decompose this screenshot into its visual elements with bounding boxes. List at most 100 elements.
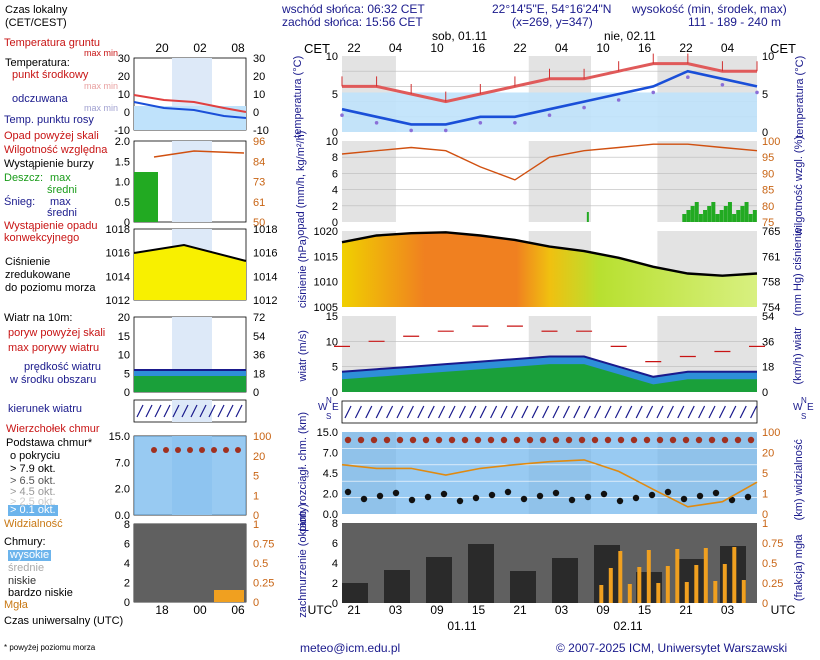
mini-right-tick-3-0: 72 (253, 312, 265, 324)
footer-email[interactable]: meteo@icm.edu.pl (300, 641, 401, 655)
wind-dir-arrow (739, 405, 747, 419)
legend-temp-maxmin: max min (84, 81, 119, 91)
main-left-tick-1-5: 0 (332, 217, 338, 229)
temp-area-below (342, 92, 757, 132)
top-tick-04-1: 04 (389, 41, 403, 55)
compass-e-right: E (807, 402, 814, 413)
mini-left-tick-6-0: 8 (124, 519, 130, 531)
cloud-top-dot (630, 436, 638, 444)
mini-right-tick-0-2: 10 (253, 89, 265, 101)
rain-bar (698, 214, 703, 222)
legend-deszcz: Deszcz: (4, 172, 44, 184)
fog-bar (732, 547, 737, 603)
dew-point-dot (374, 121, 379, 125)
mini-left-tick-2-2: 1014 (106, 271, 130, 283)
mini-right-tick-0-3: 0 (253, 107, 259, 119)
legend-czas-utc: Czas uniwersalny (UTC) (4, 615, 124, 627)
mini-cloud-top-dot (175, 447, 181, 453)
mini-wind-dir-arrow (235, 404, 243, 418)
rain-bar (715, 214, 720, 222)
dew-point-dot (651, 90, 656, 95)
rain-bar (723, 206, 728, 222)
legend-poryw: poryw powyżej skali (8, 327, 106, 339)
wind-dir-arrow (469, 405, 477, 419)
label-kmh: (km/h) wiatr (792, 327, 805, 385)
bottom-tick-09-2: 09 (430, 603, 444, 617)
dew-point-dot (478, 121, 483, 125)
legend-odcz-maxmin: max min (84, 103, 119, 113)
label-wilgotnosc: wilgotność wzgl. (%) (793, 135, 806, 236)
mini-wind-dir-arrow (208, 404, 216, 418)
fog-bar (618, 551, 623, 603)
mini-wind-dir-arrow (136, 404, 144, 418)
legend-czas-lokalny: Czas lokalny (5, 4, 68, 16)
legend-niskie: niskie (8, 575, 37, 587)
wind-dir-arrow (396, 405, 404, 419)
mini-left-tick-5-0: 15.0 (109, 431, 130, 443)
bottom-tick-21-0: 21 (347, 603, 361, 617)
main-right-tick-2-3: 754 (762, 302, 780, 314)
cloud-base-dot (616, 497, 624, 505)
top-tick-04-9: 04 (721, 41, 735, 55)
low-cloud-block (552, 558, 578, 603)
mini-cloud-top-dot (163, 447, 169, 453)
fog-bar (713, 581, 718, 603)
mini-right-tick-1-2: 73 (253, 177, 265, 189)
fog-bar (694, 565, 699, 603)
dew-point-dot (616, 98, 621, 102)
cloud-base-dot (520, 495, 528, 503)
rain-bar (703, 210, 708, 222)
rain-bar (707, 206, 712, 222)
main-left-tick-5-4: 0.0 (323, 509, 338, 521)
night-band-precip-0 (342, 141, 396, 222)
main-right-tick-0-1: 5 (762, 89, 768, 101)
day-1-label: sob, 01.11 (432, 29, 488, 43)
main-left-tick-2-1: 1015 (314, 251, 338, 263)
mini-clouds-bg (134, 524, 246, 602)
label-widzialnosc: (km) widzialność (793, 439, 806, 521)
legend-wystapienie-opadu: Wystąpienie opadu (4, 220, 98, 232)
tz-right: CET (770, 41, 796, 56)
dew-point-dot (443, 128, 448, 133)
legend-cet-cest: (CET/CEST) (5, 17, 67, 29)
night-band-precip-1 (528, 141, 591, 222)
mini-left-tick-0-3: 0 (124, 107, 130, 119)
main-right-tick-1-5: 75 (762, 217, 774, 229)
legend-snieg: Śnieg: (4, 196, 36, 208)
main-right-tick-0-2: 0 (762, 127, 768, 139)
mini-wind-dir-arrow (226, 404, 234, 418)
main-left-tick-2-0: 1020 (314, 226, 338, 238)
fog-bar (637, 567, 642, 603)
cloud-top-dot (604, 436, 612, 444)
wind-dir-arrow (531, 405, 539, 419)
cloud-base-dot (536, 492, 544, 500)
mini-left-tick-3-1: 15 (118, 331, 130, 343)
main-left-tick-1-4: 2 (332, 201, 338, 213)
cloud-top-dot (500, 436, 508, 444)
mini-wind-dir-arrow (145, 404, 153, 418)
rain-bar (748, 214, 753, 222)
cloud-base-dot (504, 488, 512, 496)
mini-left-tick-3-2: 10 (118, 350, 130, 362)
main-left-tick-6-3: 2 (332, 578, 338, 590)
wind-dir-arrow (573, 405, 581, 419)
mini-left-tick-0-1: 20 (118, 71, 130, 83)
wind-dir-arrow (656, 405, 664, 419)
utc-label-left: UTC (308, 603, 333, 617)
cloud-top-dot (747, 436, 755, 444)
mini-temp-line (133, 94, 247, 113)
main-left-tick-5-3: 2.0 (323, 489, 338, 501)
cloud-base-dot (584, 493, 592, 501)
pressure-area (342, 232, 757, 307)
bottom-tick-15-3: 15 (472, 603, 486, 617)
wind-dir-arrow (666, 405, 674, 419)
mini-right-tick-1-3: 61 (253, 197, 265, 209)
legend-opad-powyzej: Opad powyżej skali (4, 130, 99, 142)
rain-bar (736, 210, 741, 222)
rain-bar (752, 210, 757, 222)
rain-bar (719, 210, 724, 222)
top-tick-22-4: 22 (513, 41, 527, 55)
cloud-base-dot (344, 488, 352, 496)
wind-speed-line (341, 355, 757, 378)
mini-wind-dir-arrow (199, 404, 207, 418)
